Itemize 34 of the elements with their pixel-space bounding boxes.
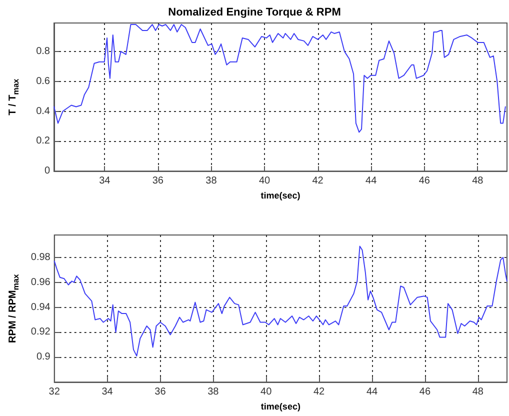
x-tick-label: 42 <box>314 386 326 398</box>
y-tick-label: 0.9 <box>36 352 51 363</box>
line-series <box>54 246 508 356</box>
y-tick-label: 0.96 <box>30 276 51 288</box>
y-tick-label: 0 <box>44 166 50 177</box>
x-tick-label: 34 <box>99 176 111 187</box>
line-series <box>54 24 506 133</box>
x-tick-label: 46 <box>418 176 430 187</box>
x-axis-title: time(sec) <box>260 190 300 200</box>
y-tick-label: 0.98 <box>30 252 51 263</box>
x-tick-label: 44 <box>366 176 378 187</box>
x-tick-label: 48 <box>472 176 484 187</box>
y-tick-label: 0.8 <box>36 46 50 57</box>
x-tick-label: 40 <box>260 386 272 398</box>
x-tick-label: 40 <box>258 176 271 187</box>
y-tick-label: 0.6 <box>36 76 50 87</box>
x-tick-label: 38 <box>206 176 218 187</box>
x-tick-label: 46 <box>419 386 431 398</box>
x-tick-label: 42 <box>312 176 324 187</box>
chart-title: Nomalized Engine Torque & RPM <box>168 6 341 18</box>
x-axis-title: time(sec) <box>260 402 300 412</box>
x-tick-label: 48 <box>472 386 484 398</box>
y-tick-label: 0.4 <box>36 106 50 117</box>
y-tick-label: 0.2 <box>36 136 50 147</box>
y-axis-title: RPM / RPMmax <box>8 274 20 343</box>
y-tick-label: 0.94 <box>30 302 51 313</box>
x-tick-label: 36 <box>154 386 166 398</box>
x-tick-label: 32 <box>48 386 60 398</box>
x-tick-label: 34 <box>102 386 114 398</box>
y-tick-label: 0.92 <box>30 326 51 338</box>
x-tick-label: 36 <box>152 176 164 187</box>
x-tick-label: 38 <box>208 386 220 398</box>
x-tick-label: 44 <box>366 386 378 398</box>
y-axis-title: T / Tmax <box>8 78 20 116</box>
